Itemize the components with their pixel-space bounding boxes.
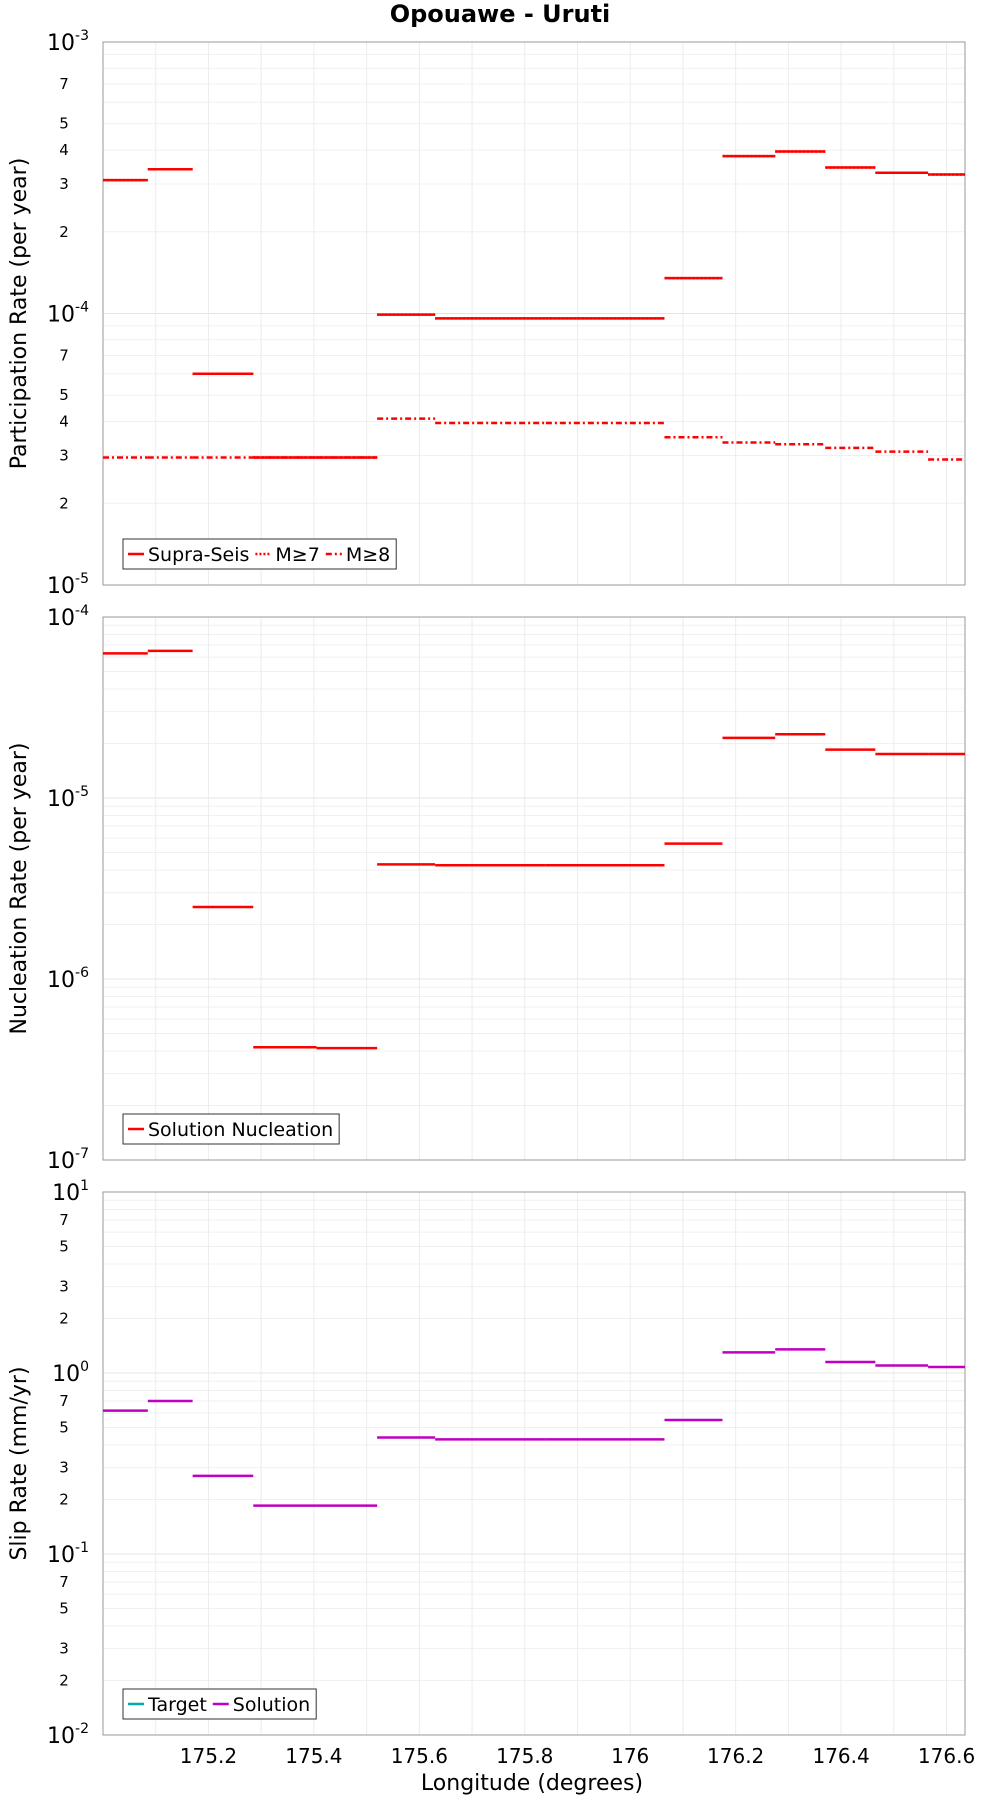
y-minor-tick-label: 5 xyxy=(59,386,69,404)
y-tick-exponent: -6 xyxy=(75,965,89,981)
y-tick-exponent: -1 xyxy=(75,1540,89,1556)
y-tick-base: 10 xyxy=(47,1149,75,1174)
y-tick-label: 101 xyxy=(52,1178,89,1206)
x-tick-label: 176 xyxy=(611,1744,649,1768)
y-tick-base: 10 xyxy=(47,31,75,56)
x-axis-label: Longitude (degrees) xyxy=(421,1771,643,1796)
legend-label: M≥8 xyxy=(346,544,390,566)
y-tick-base: 10 xyxy=(52,1181,80,1206)
y-tick-exponent: -5 xyxy=(75,784,89,800)
y-tick-exponent: -3 xyxy=(75,28,89,44)
y-minor-tick-label: 2 xyxy=(59,223,69,241)
y-tick-base: 10 xyxy=(47,1543,75,1568)
y-tick-label: 10-5 xyxy=(47,784,89,812)
x-tick-label: 175.2 xyxy=(180,1744,237,1768)
y-tick-label: 10-4 xyxy=(47,603,89,631)
legend-box xyxy=(122,1113,340,1145)
legend: Solution Nucleation xyxy=(122,1113,340,1145)
chart-title: Opouawe - Uruti xyxy=(390,0,611,28)
legend: Target Solution xyxy=(122,1688,317,1720)
y-minor-tick-label: 3 xyxy=(59,175,69,193)
y-minor-tick-label: 4 xyxy=(59,141,69,159)
y-tick-base: 10 xyxy=(47,303,75,328)
x-tick-label: 176.6 xyxy=(918,1744,975,1768)
y-minor-tick-label: 4 xyxy=(59,413,69,431)
series-solution xyxy=(103,1348,965,1507)
x-tick-label: 176.2 xyxy=(707,1744,764,1768)
y-minor-tick-label: 2 xyxy=(59,494,69,512)
y-minor-tick-label: 5 xyxy=(59,115,69,133)
y-tick-label: 10-3 xyxy=(47,28,89,56)
plot-frame xyxy=(102,616,966,1161)
y-tick-exponent: -5 xyxy=(75,571,89,587)
y-minor-tick-label: 7 xyxy=(59,347,69,365)
y-tick-base: 10 xyxy=(47,574,75,599)
y-minor-tick-label: 2 xyxy=(59,1672,69,1690)
series-solution-nucleation xyxy=(103,649,965,1050)
y-tick-exponent: -7 xyxy=(75,1146,89,1162)
y-tick-base: 10 xyxy=(47,1724,75,1749)
y-tick-label: 10-4 xyxy=(47,300,89,328)
y-tick-label: 10-6 xyxy=(47,965,89,993)
y-minor-tick-label: 2 xyxy=(59,1310,69,1328)
legend-label: Target xyxy=(147,1694,207,1716)
series-m-7 xyxy=(103,150,965,459)
y-minor-tick-label: 3 xyxy=(59,1640,69,1658)
y-tick-exponent: 1 xyxy=(80,1178,89,1194)
y-minor-tick-label: 3 xyxy=(59,446,69,464)
y-minor-tick-label: 2 xyxy=(59,1491,69,1509)
y-tick-label: 10-1 xyxy=(47,1540,89,1568)
y-tick-base: 10 xyxy=(52,1362,80,1387)
y-tick-exponent: -4 xyxy=(75,300,89,316)
y-tick-exponent: -2 xyxy=(75,1721,89,1737)
y-tick-label: 100 xyxy=(52,1359,89,1387)
y-axis-label: Slip Rate (mm/yr) xyxy=(7,1366,32,1560)
y-tick-exponent: 0 xyxy=(80,1359,89,1375)
y-minor-tick-label: 7 xyxy=(59,1211,69,1229)
legend-label: Supra-Seis xyxy=(148,544,249,566)
y-minor-tick-label: 7 xyxy=(59,1392,69,1410)
series-supra-seis xyxy=(103,150,965,459)
legend-label: Solution Nucleation xyxy=(148,1119,333,1141)
y-axis-label: Participation Rate (per year) xyxy=(7,158,32,470)
legend: Supra-Seis M≥7 M≥8 xyxy=(122,538,397,570)
x-tick-label: 176.4 xyxy=(812,1744,869,1768)
grid xyxy=(103,1192,965,1736)
y-minor-tick-label: 3 xyxy=(59,1459,69,1477)
y-minor-tick-label: 5 xyxy=(59,1237,69,1255)
y-tick-base: 10 xyxy=(47,606,75,631)
y-minor-tick-label: 5 xyxy=(59,1418,69,1436)
y-tick-exponent: -4 xyxy=(75,603,89,619)
plot-frame xyxy=(102,1191,966,1736)
y-minor-tick-label: 5 xyxy=(59,1599,69,1617)
y-tick-label: 10-5 xyxy=(47,571,89,599)
x-tick-label: 175.6 xyxy=(391,1744,448,1768)
legend-label: M≥7 xyxy=(275,544,319,566)
grid xyxy=(103,617,965,1161)
plot-frame xyxy=(102,41,966,586)
y-minor-tick-label: 3 xyxy=(59,1278,69,1296)
y-tick-label: 10-2 xyxy=(47,1721,89,1749)
y-tick-base: 10 xyxy=(47,787,75,812)
y-minor-tick-label: 7 xyxy=(59,1573,69,1591)
x-tick-label: 175.8 xyxy=(496,1744,553,1768)
y-tick-base: 10 xyxy=(47,968,75,993)
grid xyxy=(103,42,965,586)
x-tick-label: 175.4 xyxy=(285,1744,342,1768)
y-axis-label: Nucleation Rate (per year) xyxy=(7,743,32,1035)
legend-label: Solution xyxy=(233,1694,310,1716)
y-tick-label: 10-7 xyxy=(47,1146,89,1174)
y-minor-tick-label: 7 xyxy=(59,75,69,93)
series-m-8 xyxy=(103,417,965,461)
